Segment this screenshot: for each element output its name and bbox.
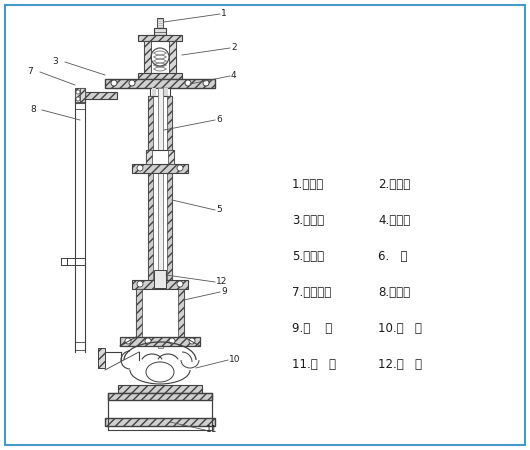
Text: 6: 6: [216, 114, 222, 123]
Bar: [105, 79, 215, 88]
Bar: [157, 18, 163, 28]
Text: 3: 3: [52, 57, 58, 66]
Bar: [164, 88, 168, 96]
Text: 12: 12: [216, 276, 227, 285]
Text: 4: 4: [231, 71, 236, 80]
Bar: [146, 150, 152, 164]
Circle shape: [137, 281, 143, 287]
Bar: [132, 164, 188, 173]
Text: 6.   轴: 6. 轴: [378, 251, 408, 264]
Text: 10: 10: [229, 355, 241, 364]
Bar: [167, 96, 172, 306]
Circle shape: [177, 165, 183, 171]
Bar: [118, 385, 202, 393]
Text: 2.轴承盒: 2.轴承盒: [378, 179, 410, 192]
Bar: [136, 289, 184, 337]
Bar: [120, 337, 200, 346]
Bar: [144, 41, 151, 73]
Text: 9.泵    体: 9.泵 体: [292, 323, 332, 336]
Bar: [67, 258, 85, 265]
Text: 1: 1: [221, 9, 227, 18]
Text: 5: 5: [216, 204, 222, 213]
Bar: [108, 393, 212, 400]
Text: 2: 2: [231, 42, 236, 51]
Bar: [98, 348, 105, 368]
Bar: [157, 88, 163, 348]
Circle shape: [111, 80, 117, 86]
Bar: [108, 393, 212, 430]
Bar: [169, 41, 176, 73]
Text: 1.联轴器: 1.联轴器: [292, 179, 324, 192]
Bar: [80, 88, 85, 103]
Bar: [146, 150, 174, 164]
Bar: [168, 150, 174, 164]
Bar: [85, 92, 117, 99]
Circle shape: [203, 80, 209, 86]
Bar: [136, 289, 142, 337]
Text: 9: 9: [221, 287, 227, 296]
Circle shape: [177, 281, 183, 287]
Bar: [75, 88, 80, 103]
Circle shape: [189, 338, 195, 344]
Bar: [144, 41, 176, 73]
Circle shape: [145, 338, 151, 344]
Text: 4.安装盘: 4.安装盘: [378, 215, 410, 228]
Circle shape: [76, 97, 80, 101]
Circle shape: [125, 338, 131, 344]
Circle shape: [169, 338, 175, 344]
Circle shape: [129, 80, 135, 86]
Bar: [154, 28, 166, 35]
Bar: [75, 88, 85, 103]
Text: 5.支撑管: 5.支撑管: [292, 251, 324, 264]
Bar: [178, 289, 184, 337]
Bar: [150, 88, 170, 96]
Circle shape: [137, 165, 143, 171]
Bar: [148, 96, 153, 306]
Text: 8: 8: [30, 104, 36, 113]
Text: 8.出液管: 8.出液管: [378, 287, 410, 300]
Text: 11: 11: [206, 426, 217, 435]
Bar: [152, 88, 156, 96]
Bar: [105, 418, 215, 426]
Bar: [138, 73, 182, 79]
Text: 3.下支架: 3.下支架: [292, 215, 324, 228]
Circle shape: [76, 90, 80, 94]
Text: 12.轴   套: 12.轴 套: [378, 359, 422, 372]
Bar: [148, 96, 172, 306]
Text: 10.叶   轮: 10.叶 轮: [378, 323, 422, 336]
Text: 7: 7: [27, 67, 33, 76]
Text: 11.泵   盖: 11.泵 盖: [292, 359, 336, 372]
Bar: [132, 280, 188, 289]
Circle shape: [185, 80, 191, 86]
Bar: [154, 270, 166, 288]
Bar: [138, 35, 182, 41]
Text: 7.出口法兰: 7.出口法兰: [292, 287, 331, 300]
